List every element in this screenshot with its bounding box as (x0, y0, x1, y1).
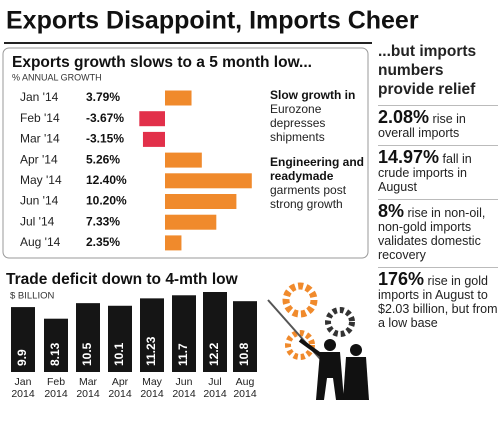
value-label: 10.8 (237, 342, 251, 366)
side-item: 2.08% rise in overall imports (378, 105, 498, 145)
side-title: ...but imports numbers provide relief (378, 43, 477, 98)
annotation-bold: Slow growth in (270, 88, 356, 102)
bar (233, 301, 257, 372)
value-label: 3.79% (86, 90, 120, 104)
x-tick-label: Apr 2014 (108, 376, 132, 400)
value-label: 10.5 (80, 342, 94, 366)
category-label: Apr '14 (20, 152, 58, 166)
category-label: Feb '14 (20, 111, 60, 125)
bar (165, 194, 237, 209)
decoration (267, 282, 369, 400)
item-figure: 8% (378, 201, 405, 221)
item-text: rise in overall imports (378, 112, 466, 140)
value-label: 7.33% (86, 214, 120, 228)
chart-frame (2, 47, 369, 259)
item-figure: 2.08% (378, 107, 430, 127)
bar (108, 305, 132, 372)
category-label: Jun '14 (20, 194, 59, 208)
bar (165, 90, 192, 106)
side-item: 14.97% fall in crude imports in August (378, 145, 498, 199)
value-label: -3.15% (86, 132, 124, 146)
annotation: Engineering and readymade garments post … (270, 155, 366, 211)
value-label: 8.13 (48, 342, 62, 366)
x-tick-label: Aug 2014 (233, 376, 257, 400)
category-label: Jul '14 (20, 214, 55, 228)
bar (142, 131, 165, 147)
bar (44, 318, 68, 372)
side-panel: ...but imports numbers provide relief 2.… (378, 42, 498, 335)
value-label: 10.1 (112, 342, 126, 366)
bar (140, 298, 164, 372)
value-label: 11.23 (144, 336, 158, 366)
item-figure: 14.97% (378, 147, 440, 167)
category-label: Aug '14 (20, 235, 61, 249)
item-text: rise in non-oil, non-gold imports valida… (378, 206, 486, 262)
x-tick-label: Mar 2014 (76, 376, 100, 400)
chart-subtitle: % ANNUAL GROWTH (12, 72, 102, 82)
bar (165, 235, 182, 251)
x-tick-label: May 2014 (140, 376, 164, 400)
chart-subtitle: $ BILLION (10, 291, 54, 302)
value-label: 5.26% (86, 152, 120, 166)
x-tick-label: Jan 2014 (11, 376, 35, 400)
value-label: 2.35% (86, 235, 120, 249)
chart-title: Exports growth slows to a 5 month low... (12, 54, 312, 71)
category-label: May '14 (20, 173, 62, 187)
annotation-text: Eurozone depresses shipments (270, 102, 326, 144)
item-figure: 176% (378, 269, 425, 289)
side-item: 176% rise in gold imports in August to $… (378, 267, 498, 335)
item-text: fall in crude imports in August (378, 152, 472, 194)
chart-title: Trade deficit down to 4-mth low (6, 271, 239, 288)
annotation-text: garments post strong growth (270, 183, 347, 211)
main-title: Exports Disappoint, Imports Cheer (6, 7, 419, 35)
bar (172, 295, 196, 372)
value-label: 11.7 (176, 343, 190, 366)
bar (11, 307, 35, 372)
value-label: 10.20% (86, 194, 127, 208)
x-tick-label: Jun 2014 (172, 376, 196, 400)
bar (203, 292, 227, 372)
value-label: -3.67% (86, 111, 124, 125)
category-label: Jan '14 (20, 90, 59, 104)
value-label: 9.9 (15, 349, 29, 366)
value-label: 12.40% (86, 173, 127, 187)
value-label: 12.2 (207, 342, 221, 366)
x-tick-label: Jul 2014 (203, 376, 227, 400)
side-item: 8% rise in non-oil, non-gold imports val… (378, 199, 498, 267)
bar (139, 111, 165, 127)
x-tick-label: Feb 2014 (44, 376, 68, 400)
item-text: rise in gold imports in August to $2.03 … (378, 274, 498, 330)
bar (76, 303, 100, 372)
annotation: Slow growth in Eurozone depresses shipme… (270, 88, 366, 144)
bar (165, 173, 252, 189)
annotation-bold: Engineering and readymade (270, 155, 365, 183)
bar (165, 152, 202, 168)
category-label: Mar '14 (20, 132, 60, 146)
bar (165, 214, 217, 230)
